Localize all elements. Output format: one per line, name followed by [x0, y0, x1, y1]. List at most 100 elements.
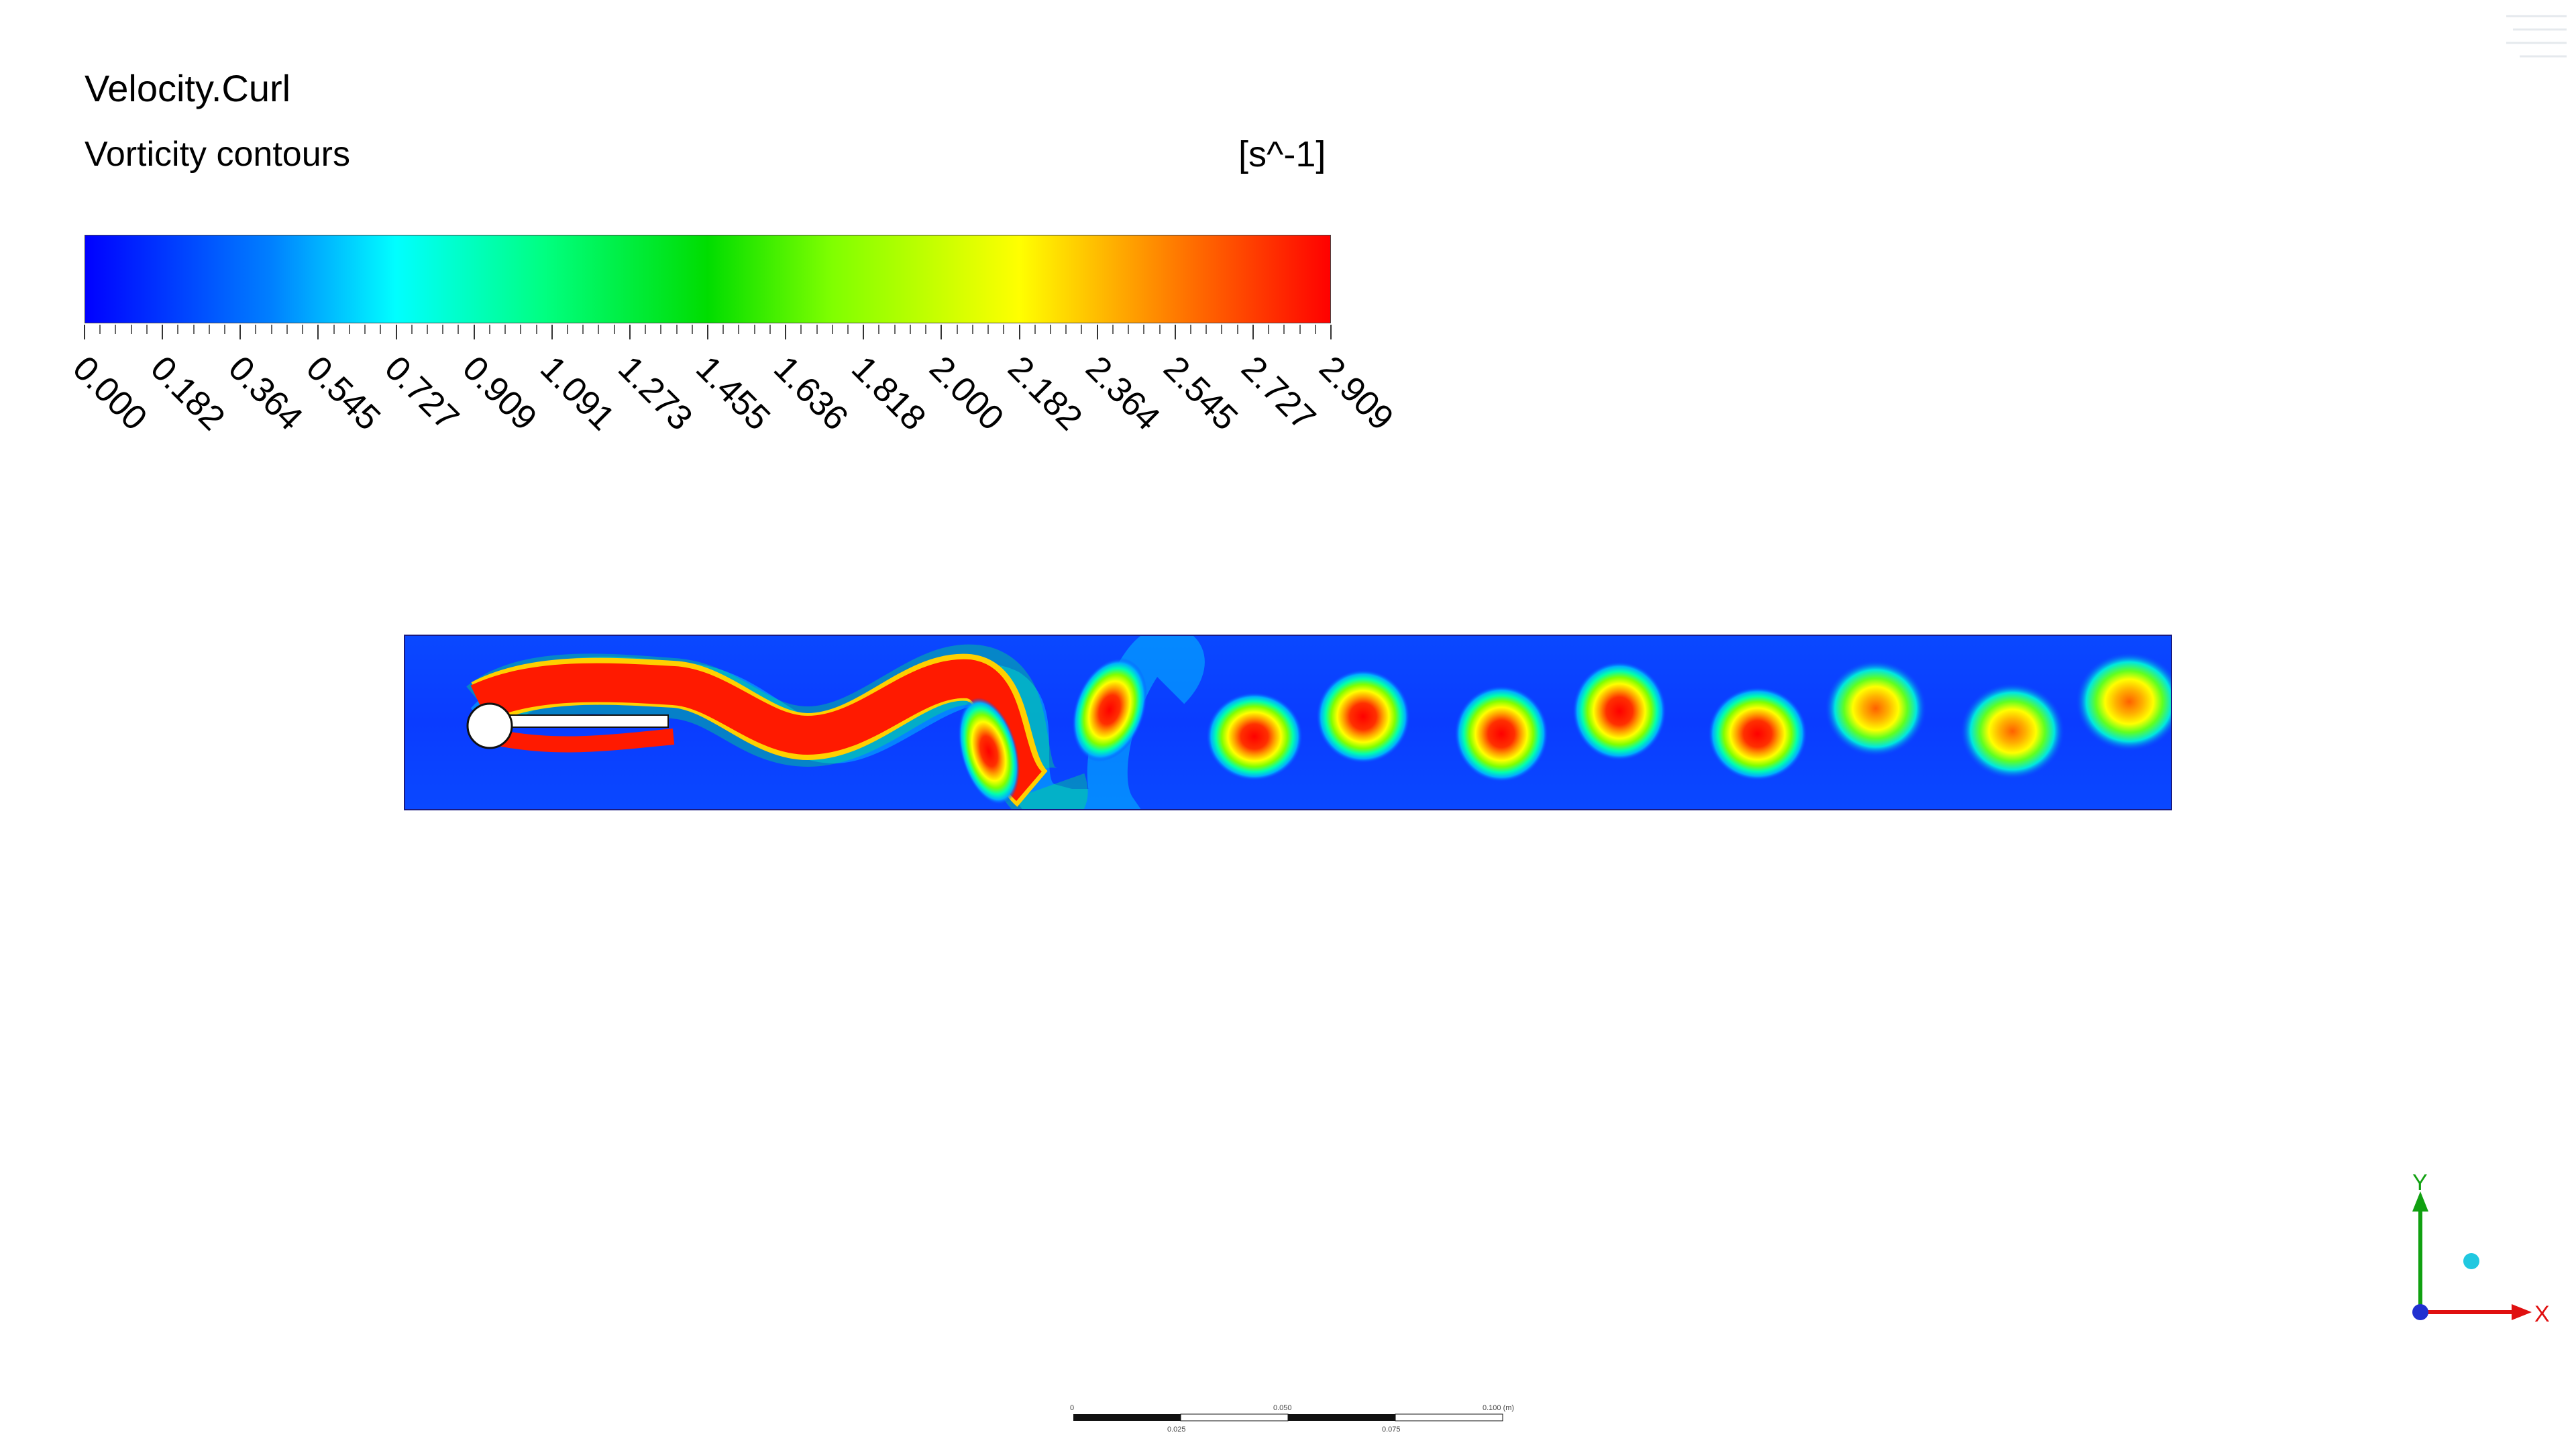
legend-minor-tick — [535, 325, 537, 334]
legend-minor-tick — [333, 325, 335, 334]
legend-minor-tick — [878, 325, 880, 334]
legend-minor-tick — [302, 325, 304, 334]
legend-minor-tick — [520, 325, 522, 334]
legend-minor-tick — [1221, 325, 1223, 334]
legend-minor-tick — [660, 325, 662, 334]
legend-minor-tick — [224, 325, 226, 334]
legend-major-tick — [473, 325, 475, 339]
legend-tick-label: 1.636 — [766, 348, 856, 438]
scale-label-0: 0 — [1070, 1404, 1074, 1412]
legend-tick-label: 2.545 — [1155, 348, 1245, 438]
legend-minor-tick — [894, 325, 896, 334]
plot-subtitle: Vorticity contours — [85, 135, 350, 174]
legend-minor-tick — [582, 325, 584, 334]
legend-minor-tick — [411, 325, 413, 334]
legend-minor-tick — [193, 325, 195, 334]
legend-minor-tick — [1143, 325, 1145, 334]
legend-minor-tick — [146, 325, 148, 334]
legend-minor-tick — [426, 325, 428, 334]
legend-tick-label: 1.818 — [844, 348, 934, 438]
legend-minor-tick — [364, 325, 366, 334]
legend-minor-tick — [1049, 325, 1051, 334]
legend-minor-tick — [925, 325, 927, 334]
legend-minor-tick — [1236, 325, 1238, 334]
vorticity-contour-field[interactable] — [404, 635, 2172, 810]
scale-label-100: 0.100 (m) — [1483, 1404, 1514, 1412]
legend-major-tick — [785, 325, 787, 339]
legend-minor-tick — [800, 325, 802, 334]
legend-tick-label: 2.364 — [1077, 348, 1167, 438]
legend-minor-tick — [442, 325, 444, 334]
legend-tick-label: 2.727 — [1233, 348, 1324, 438]
x-axis-label: X — [2534, 1301, 2549, 1327]
legend-major-tick — [1018, 325, 1020, 339]
legend-tick-label: 0.727 — [376, 348, 466, 438]
legend-tick-label: 2.182 — [1000, 348, 1089, 438]
legend-minor-tick — [1112, 325, 1114, 334]
color-legend-bar — [85, 235, 1331, 323]
legend-major-tick — [707, 325, 708, 339]
legend-minor-tick — [613, 325, 615, 334]
legend-minor-tick — [598, 325, 600, 334]
legend-minor-tick — [458, 325, 460, 334]
legend-minor-tick — [1081, 325, 1083, 334]
legend-minor-tick — [488, 325, 490, 334]
color-legend-ticks — [84, 325, 1332, 339]
legend-major-tick — [395, 325, 397, 339]
axes-triad: Y X — [2412, 1174, 2549, 1327]
legend-major-tick — [1174, 325, 1176, 339]
legend-minor-tick — [753, 325, 755, 334]
legend-minor-tick — [645, 325, 647, 334]
legend-minor-tick — [99, 325, 101, 334]
scale-bar: 0 0.050 0.100 (m) 0.025 0.075 — [1070, 1404, 1514, 1434]
legend-major-tick — [863, 325, 865, 339]
legend-tick-label: 1.273 — [610, 348, 700, 438]
legend-tick-label: 0.182 — [143, 348, 233, 438]
legend-major-tick — [551, 325, 553, 339]
legend-minor-tick — [177, 325, 179, 334]
plot-title: Velocity.Curl — [85, 67, 291, 109]
legend-major-tick — [239, 325, 241, 339]
legend-minor-tick — [909, 325, 911, 334]
legend-tick-label: 2.000 — [922, 348, 1012, 438]
legend-major-tick — [1330, 325, 1332, 339]
legend-minor-tick — [1205, 325, 1208, 334]
watermark-logo — [2506, 15, 2567, 58]
legend-minor-tick — [1159, 325, 1161, 334]
scale-label-025: 0.025 — [1167, 1426, 1186, 1434]
legend-units: [s^-1] — [1238, 134, 1326, 174]
legend-major-tick — [162, 325, 164, 339]
legend-minor-tick — [115, 325, 117, 334]
legend-tick-label: 1.455 — [688, 348, 778, 438]
legend-tick-label: 0.545 — [299, 348, 388, 438]
legend-major-tick — [317, 325, 319, 339]
legend-minor-tick — [1034, 325, 1036, 334]
legend-minor-tick — [738, 325, 740, 334]
legend-minor-tick — [208, 325, 210, 334]
legend-minor-tick — [286, 325, 288, 334]
legend-minor-tick — [1283, 325, 1285, 334]
legend-minor-tick — [270, 325, 272, 334]
legend-minor-tick — [691, 325, 693, 334]
legend-minor-tick — [1299, 325, 1301, 334]
legend-minor-tick — [130, 325, 132, 334]
legend-minor-tick — [956, 325, 958, 334]
legend-minor-tick — [722, 325, 724, 334]
legend-tick-label: 0.364 — [221, 348, 311, 438]
legend-minor-tick — [676, 325, 678, 334]
legend-minor-tick — [1189, 325, 1191, 334]
legend-minor-tick — [769, 325, 771, 334]
legend-major-tick — [84, 325, 85, 339]
legend-major-tick — [1252, 325, 1254, 339]
legend-major-tick — [941, 325, 943, 339]
scale-label-075: 0.075 — [1382, 1426, 1401, 1434]
legend-minor-tick — [816, 325, 818, 334]
legend-tick-label: 1.091 — [532, 348, 622, 438]
legend-minor-tick — [566, 325, 568, 334]
legend-tick-label: 0.000 — [65, 348, 155, 438]
legend-tick-label: 2.909 — [1311, 348, 1401, 438]
legend-minor-tick — [831, 325, 833, 334]
legend-minor-tick — [255, 325, 257, 334]
legend-minor-tick — [971, 325, 973, 334]
legend-minor-tick — [380, 325, 382, 334]
